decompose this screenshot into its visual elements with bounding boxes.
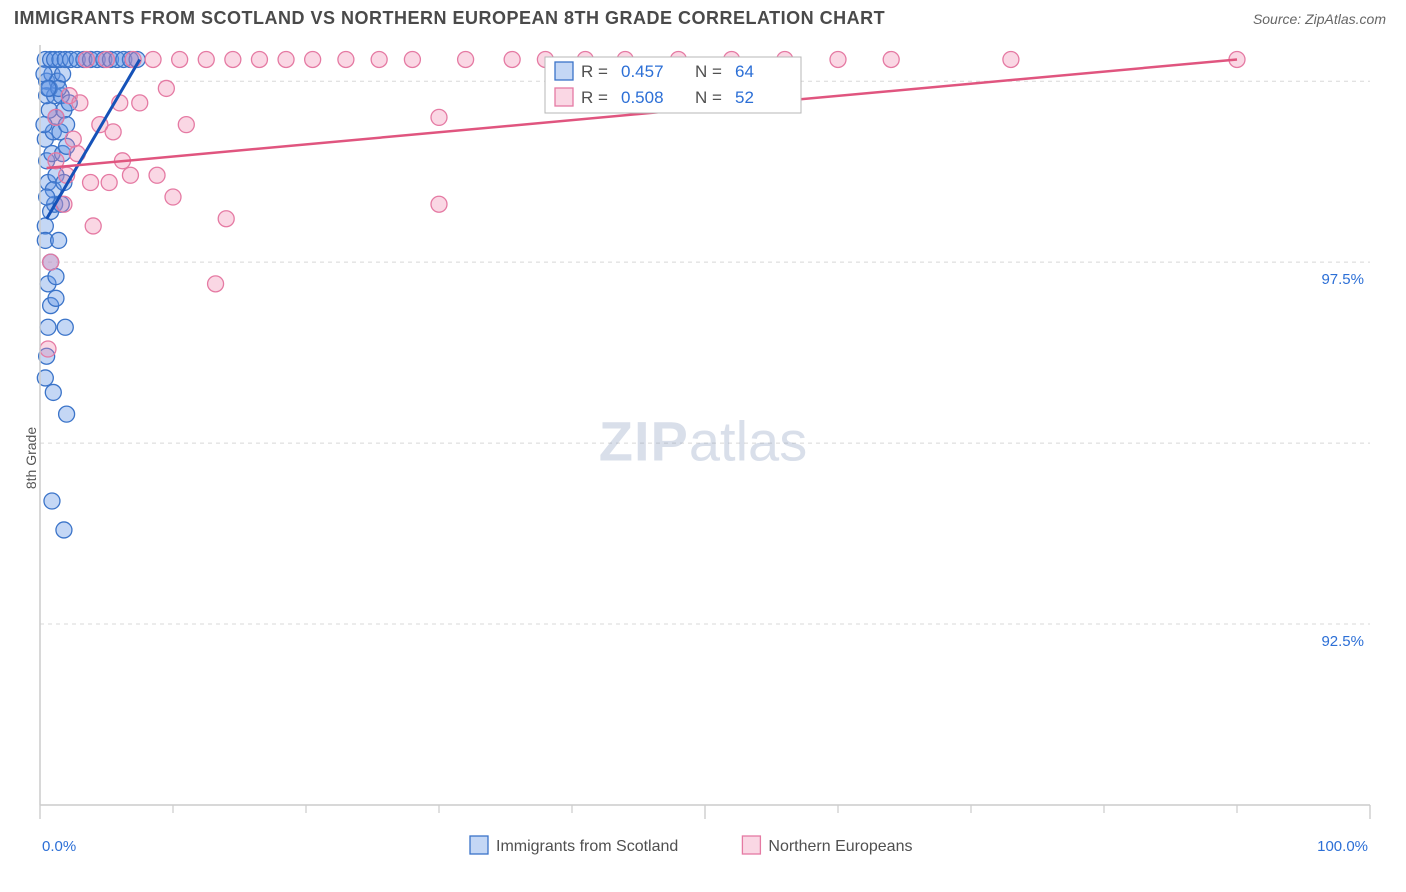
legend-n-value: 64: [735, 62, 754, 81]
data-point: [338, 51, 354, 67]
data-point: [57, 319, 73, 335]
data-point: [305, 51, 321, 67]
data-point: [36, 66, 52, 82]
y-tick-label: 97.5%: [1321, 271, 1364, 288]
legend-r-label: R =: [581, 88, 608, 107]
data-point: [40, 341, 56, 357]
data-point: [225, 51, 241, 67]
source-name: ZipAtlas.com: [1305, 11, 1386, 27]
data-point: [99, 51, 115, 67]
data-point: [44, 493, 60, 509]
data-point: [158, 80, 174, 96]
y-tick-label: 92.5%: [1321, 633, 1364, 650]
data-point: [431, 196, 447, 212]
data-point: [48, 269, 64, 285]
data-point: [85, 218, 101, 234]
data-point: [51, 232, 67, 248]
legend-swatch: [555, 62, 573, 80]
data-point: [218, 211, 234, 227]
legend-series-label: Northern Europeans: [768, 838, 912, 855]
data-point: [145, 51, 161, 67]
legend-r-value: 0.508: [621, 88, 664, 107]
data-point: [251, 51, 267, 67]
data-point: [40, 319, 56, 335]
data-point: [101, 175, 117, 191]
data-point: [56, 522, 72, 538]
data-point: [83, 175, 99, 191]
y-axis-label: 8th Grade: [23, 427, 39, 489]
data-point: [371, 51, 387, 67]
data-point: [165, 189, 181, 205]
data-point: [72, 95, 88, 111]
legend-r-label: R =: [581, 62, 608, 81]
source-label: Source:: [1253, 11, 1301, 27]
data-point: [40, 80, 56, 96]
data-point: [172, 51, 188, 67]
legend-swatch: [742, 836, 760, 854]
data-point: [883, 51, 899, 67]
legend-series-label: Immigrants from Scotland: [496, 838, 678, 855]
data-point: [79, 51, 95, 67]
data-point: [208, 276, 224, 292]
data-point: [198, 51, 214, 67]
data-point: [48, 109, 64, 125]
legend-swatch: [555, 88, 573, 106]
data-point: [55, 66, 71, 82]
data-point: [458, 51, 474, 67]
data-point: [59, 406, 75, 422]
data-point: [404, 51, 420, 67]
data-point: [830, 51, 846, 67]
legend-n-label: N =: [695, 62, 722, 81]
data-point: [504, 51, 520, 67]
data-point: [278, 51, 294, 67]
data-point: [39, 189, 55, 205]
legend-r-value: 0.457: [621, 62, 664, 81]
data-point: [122, 167, 138, 183]
x-tick-label: 100.0%: [1317, 838, 1368, 855]
chart-title: IMMIGRANTS FROM SCOTLAND VS NORTHERN EUR…: [14, 8, 885, 29]
data-point: [1003, 51, 1019, 67]
data-point: [178, 117, 194, 133]
data-point: [43, 254, 59, 270]
legend-swatch: [470, 836, 488, 854]
x-tick-label: 0.0%: [42, 838, 76, 855]
data-point: [149, 167, 165, 183]
data-point: [132, 95, 148, 111]
legend-n-value: 52: [735, 88, 754, 107]
chart-area: 8th Grade ZIPatlas 92.5%97.5%0.0%100.0%R…: [0, 35, 1406, 881]
source-attribution: Source: ZipAtlas.com: [1253, 11, 1386, 27]
data-point: [45, 384, 61, 400]
scatter-chart: 92.5% 97.5% 0.0% 100.0% R = 0.457 N = 64 R = 0.50…: [0, 35, 1406, 881]
data-point: [65, 131, 81, 147]
legend-n-label: N =: [695, 88, 722, 107]
data-point: [48, 290, 64, 306]
data-point: [431, 109, 447, 125]
